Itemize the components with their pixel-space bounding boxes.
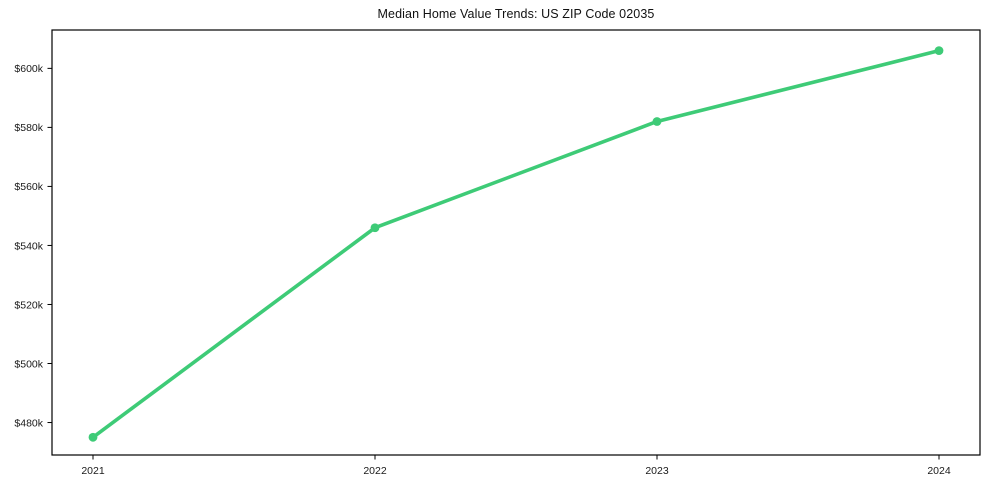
data-point-2023 (652, 117, 662, 126)
x-tick-label: 2021 (81, 465, 105, 477)
data-point-2024 (934, 46, 944, 56)
plot-border (51, 29, 981, 456)
data-point-2021 (88, 432, 98, 442)
y-tick-label: $560k (14, 181, 43, 193)
y-tick-label: $500k (14, 358, 43, 370)
y-tick-label: $580k (14, 122, 43, 134)
y-tick-label: $600k (14, 63, 43, 75)
chart-title: Median Home Value Trends: US ZIP Code 02… (377, 7, 655, 21)
data-point-2022 (370, 223, 380, 233)
y-tick-label: $520k (14, 299, 43, 311)
y-tick-label: $540k (14, 240, 43, 252)
y-tick-label: $480k (14, 417, 43, 429)
trend-line (91, 48, 941, 440)
x-tick-label: 2024 (927, 465, 951, 477)
x-tick-label: 2023 (645, 465, 669, 477)
x-tick-label: 2022 (363, 465, 387, 477)
